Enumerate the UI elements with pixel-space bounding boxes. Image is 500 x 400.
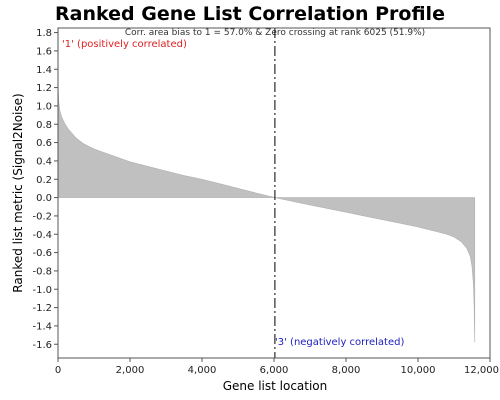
x-tick-label: 8,000 — [332, 365, 361, 376]
x-tick-label: 2,000 — [116, 365, 145, 376]
y-tick-label: 0.0 — [36, 193, 52, 204]
negative-correlation-label: '3' (negatively correlated) — [275, 337, 404, 348]
y-tick-label: -0.4 — [32, 230, 52, 241]
y-tick-label: 1.4 — [36, 65, 52, 76]
plot-area — [57, 27, 491, 359]
metric-area — [57, 81, 476, 343]
y-tick-label: -0.8 — [32, 266, 52, 277]
y-tick-label: -1.4 — [32, 321, 52, 332]
y-tick-label: -0.2 — [32, 211, 52, 222]
y-tick-label: 1.0 — [36, 101, 52, 112]
y-axis: 1.8 1.6 1.4 1.2 1.0 0.8 0.6 0.4 0.2 0.0 -0.2 -0.4 -0… — [32, 28, 58, 351]
x-tick-label: 12,000 — [464, 365, 499, 376]
y-tick-label: 1.2 — [36, 83, 52, 94]
y-tick-label: 0.4 — [36, 156, 52, 167]
y-tick-label: -1.6 — [32, 340, 52, 351]
x-axis-label: Gene list location — [223, 379, 328, 393]
y-tick-label: 1.8 — [36, 28, 52, 39]
y-tick-label: -0.6 — [32, 248, 52, 259]
y-tick-label: 0.2 — [36, 175, 52, 186]
x-tick-label: 6,000 — [260, 365, 289, 376]
y-tick-label: -1.2 — [32, 303, 52, 314]
y-tick-label: 0.8 — [36, 120, 52, 131]
y-axis-label: Ranked list metric (Signal2Noise) — [11, 93, 25, 292]
x-tick-label: 0 — [55, 365, 61, 376]
y-tick-label: 1.6 — [36, 46, 52, 57]
positive-correlation-label: '1' (positively correlated) — [62, 39, 187, 50]
chart-title: Ranked Gene List Correlation Profile — [55, 3, 445, 25]
x-tick-label: 10,000 — [401, 365, 436, 376]
x-tick-label: 4,000 — [188, 365, 217, 376]
y-tick-label: 0.6 — [36, 138, 52, 149]
x-axis: 0 2,000 4,000 6,000 8,000 10,000 12,000 — [55, 358, 499, 376]
y-tick-label: -1.0 — [32, 285, 52, 296]
